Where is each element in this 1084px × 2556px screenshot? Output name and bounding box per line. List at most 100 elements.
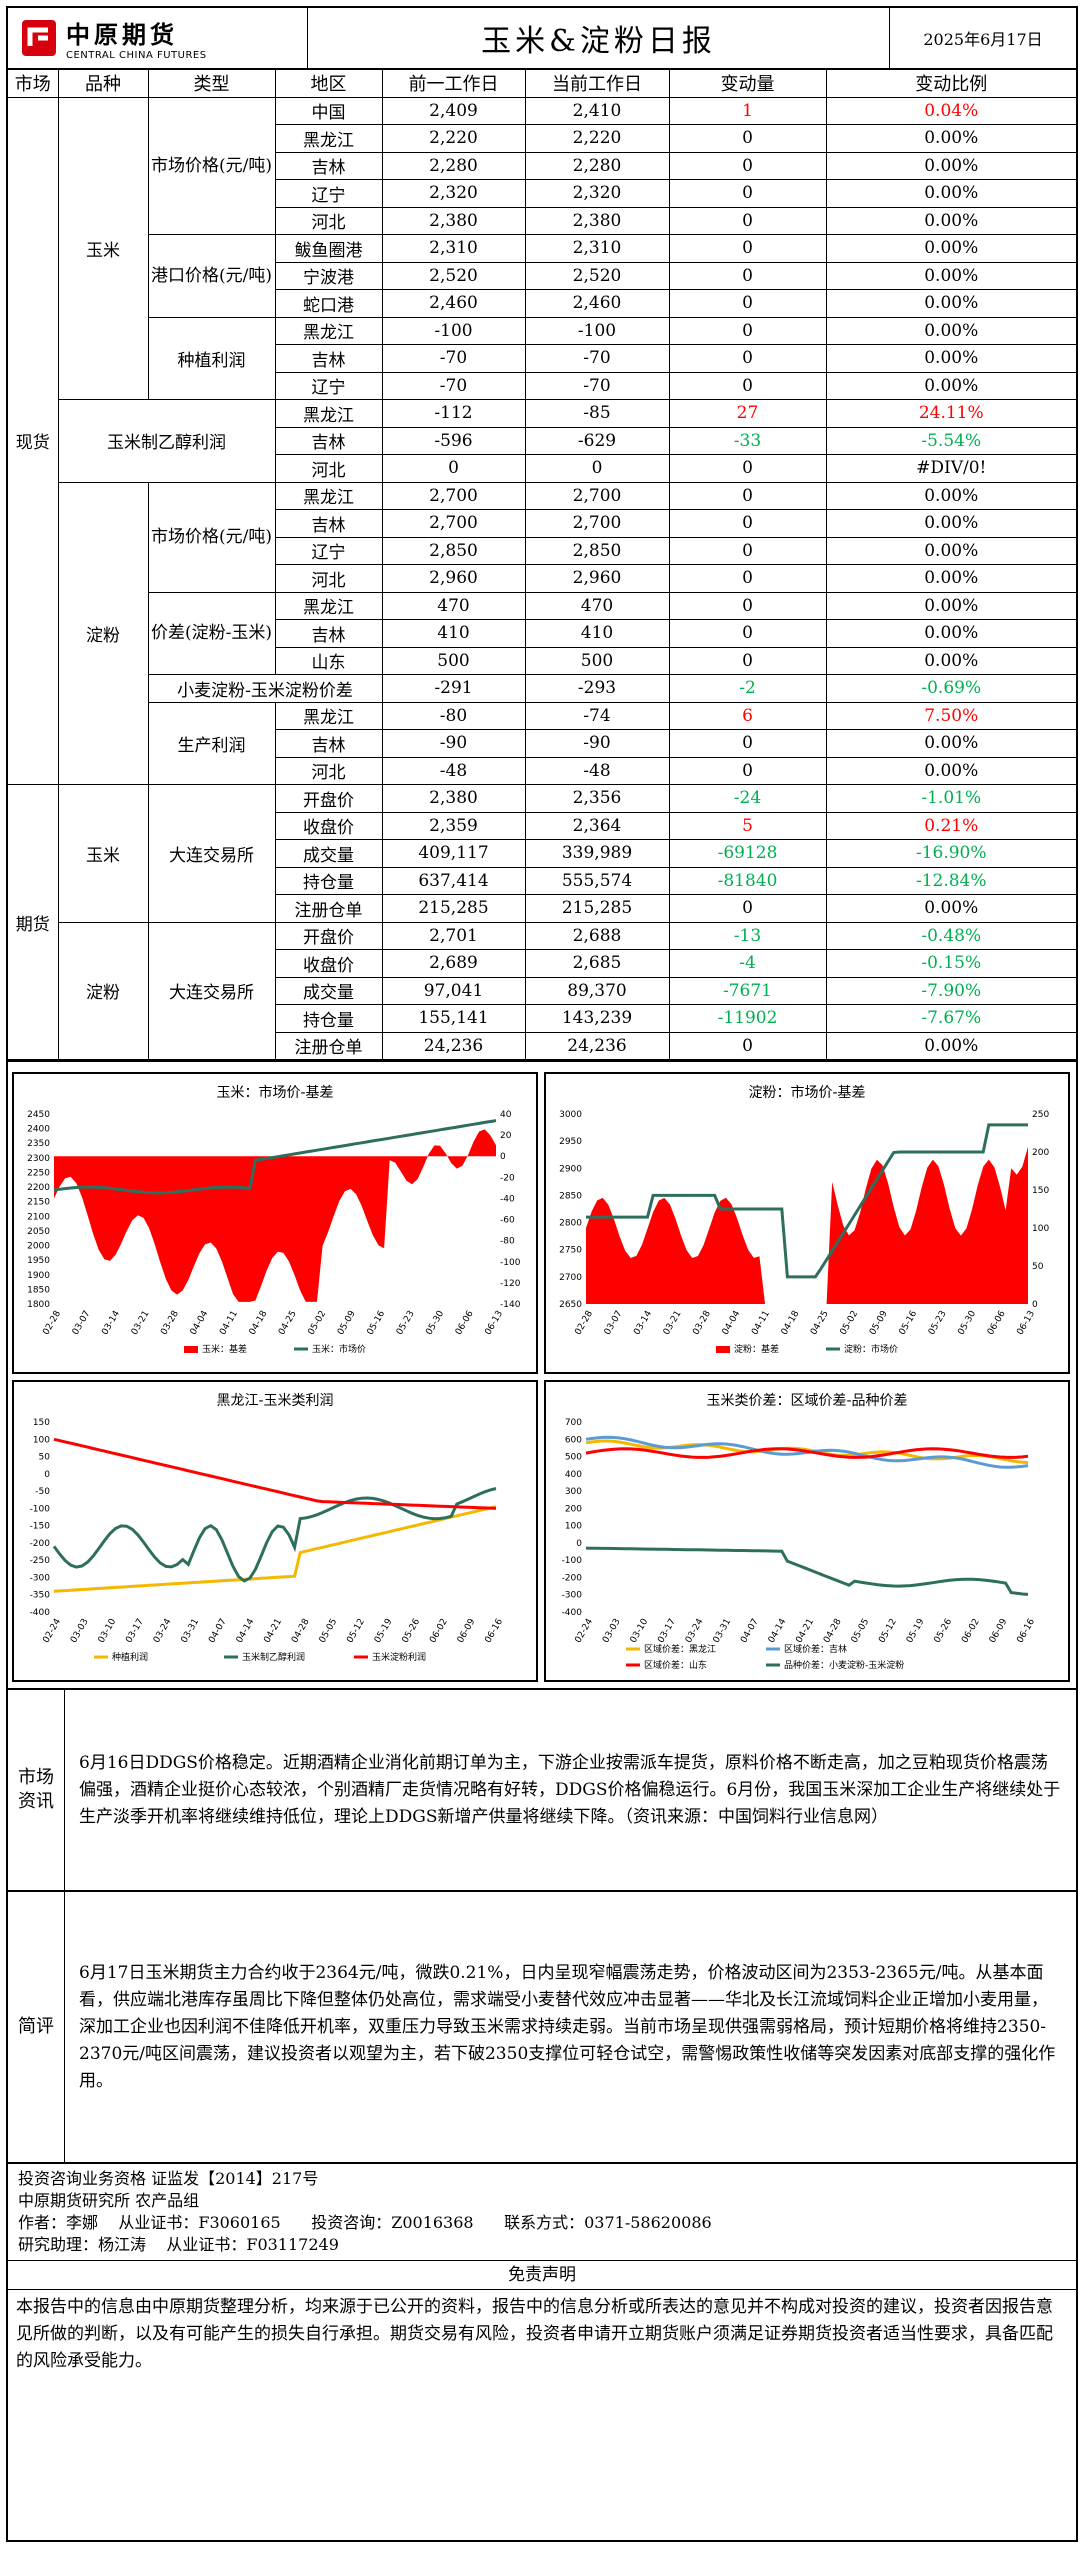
table-row: 河北 2,960 2,960 0 0.00% xyxy=(8,564,1076,593)
curr-value-cell: 2,220 xyxy=(524,124,670,153)
type-label: 市场价格(元/吨) xyxy=(147,96,276,235)
y-tick-label: 2250 xyxy=(27,1168,50,1178)
prev-value-cell: 24,236 xyxy=(381,1031,526,1060)
curr-value-cell: -74 xyxy=(524,701,670,730)
table-row: 生产利润 黑龙江 -80 -74 6 7.50% xyxy=(8,701,1076,785)
change-cell: 0 xyxy=(668,371,827,400)
prev-value-cell: 2,960 xyxy=(381,564,526,593)
x-tick-label: 03-24 xyxy=(152,1617,174,1645)
change-cell: 0 xyxy=(668,179,827,208)
y2-tick-label: 20 xyxy=(500,1131,512,1141)
curr-value-cell: 410 xyxy=(524,619,670,648)
prev-value-cell: 2,460 xyxy=(381,289,526,318)
x-tick-label: 06-06 xyxy=(454,1309,476,1337)
x-tick-label: 03-28 xyxy=(691,1309,713,1337)
change-cell: 0 xyxy=(668,536,827,565)
curr-value-cell: 500 xyxy=(524,646,670,675)
prev-value-cell: 2,320 xyxy=(381,179,526,208)
y-tick-label: 50 xyxy=(39,1453,51,1463)
curr-value-cell: 0 xyxy=(524,454,670,483)
type-label: 港口价格(元/吨) xyxy=(148,234,276,318)
curr-value-cell: 89,370 xyxy=(524,976,670,1005)
y-tick-label: -250 xyxy=(30,1556,51,1566)
x-tick-label: 05-23 xyxy=(927,1309,949,1337)
region-cell: 持仓量 xyxy=(275,1004,383,1033)
market-info-label: 市场资讯 xyxy=(8,1690,65,1890)
y-tick-label: -200 xyxy=(30,1539,51,1549)
x-tick-label: 05-05 xyxy=(318,1617,340,1645)
x-tick-label: 04-25 xyxy=(277,1309,299,1337)
change-cell: 0 xyxy=(668,454,827,483)
change-pct-cell: 0.00% xyxy=(825,619,1076,648)
y-tick-label: 2050 xyxy=(27,1227,50,1237)
x-tick-label: 02-28 xyxy=(41,1309,63,1337)
institute: 中原期货研究所 农产品组 xyxy=(18,2191,200,2210)
table-row: 价差(淀粉-玉米) 黑龙江 470 470 0 0.00% xyxy=(8,591,1076,675)
chart-title: 黑龙江-玉米类利润 xyxy=(216,1393,334,1409)
chart-title: 玉米类价差：区域价差-品种价差 xyxy=(706,1393,908,1409)
x-tick-label: 03-17 xyxy=(656,1617,678,1645)
change-pct-cell: 0.00% xyxy=(825,756,1076,785)
table-row: 港口价格(元/吨) 鲅鱼圈港 2,310 2,310 0 0.00% xyxy=(8,234,1076,318)
y2-tick-label: -20 xyxy=(500,1173,515,1183)
table-row: 现货 玉米 市场价格(元/吨) 中国 2,409 2,410 1 0.04% xyxy=(8,96,1076,785)
prev-value-cell: 2,700 xyxy=(381,509,526,538)
region-cell: 注册仓单 xyxy=(275,894,383,923)
region-cell: 河北 xyxy=(275,206,383,235)
y-tick-label: 1800 xyxy=(27,1300,50,1310)
x-tick-label: 03-03 xyxy=(601,1617,623,1645)
x-tick-label: 05-30 xyxy=(424,1309,446,1337)
prev-value-cell: 2,359 xyxy=(381,811,526,840)
change-pct-cell: -5.54% xyxy=(825,426,1076,455)
author-info: 投资咨询业务资格 证监发【2014】217号 中原期货研究所 农产品组 作者：李… xyxy=(8,2162,1076,2260)
curr-value-cell: 24,236 xyxy=(524,1031,670,1060)
y2-tick-label: -60 xyxy=(500,1216,515,1226)
prev-value-cell: 2,220 xyxy=(381,124,526,153)
x-tick-label: 05-02 xyxy=(307,1309,329,1337)
report-title: 玉米&淀粉日报 xyxy=(308,8,890,68)
curr-value-cell: -48 xyxy=(524,756,670,785)
change-cell: 0 xyxy=(668,151,827,180)
y2-tick-label: -120 xyxy=(500,1279,521,1289)
x-tick-label: 06-02 xyxy=(960,1617,982,1645)
curr-value-cell: 2,320 xyxy=(524,179,670,208)
change-cell: 1 xyxy=(668,96,827,125)
table-row: 吉林 410 410 0 0.00% xyxy=(8,619,1076,648)
change-cell: 0 xyxy=(668,894,827,923)
prev-value-cell: 410 xyxy=(381,619,526,648)
x-tick-label: 05-02 xyxy=(839,1309,861,1337)
prev-value-cell: 2,380 xyxy=(381,206,526,235)
curr-value-cell: 339,989 xyxy=(524,839,670,868)
x-tick-label: 06-13 xyxy=(1015,1309,1037,1337)
change-pct-cell: 0.04% xyxy=(825,96,1076,125)
market-info-text: 6月16日DDGS价格稳定。近期酒精企业消化前期订单为主，下游企业按需派车提货，… xyxy=(79,1752,1061,1827)
type-label: 种植利润 xyxy=(148,316,276,400)
disclaimer-text: 本报告中的信息由中原期货整理分析，均来源于已公开的资料，报告中的信息分析或所表达… xyxy=(16,2297,1053,2371)
change-cell: 0 xyxy=(668,316,827,345)
curr-value-cell: 2,280 xyxy=(524,151,670,180)
y-tick-label: -350 xyxy=(30,1591,51,1601)
column-header: 当前工作日 xyxy=(524,69,670,98)
logo-english: CENTRAL CHINA FUTURES xyxy=(66,50,207,61)
change-pct-cell: 0.00% xyxy=(825,509,1076,538)
change-pct-cell: -0.48% xyxy=(825,921,1076,950)
disclaimer-title: 免责声明 xyxy=(8,2260,1076,2290)
x-tick-label: 03-10 xyxy=(97,1617,119,1645)
x-tick-label: 03-07 xyxy=(71,1309,93,1337)
change-pct-cell: -7.90% xyxy=(825,976,1076,1005)
y-tick-label: 2700 xyxy=(559,1273,582,1283)
y-tick-label: 0 xyxy=(44,1470,50,1480)
x-tick-label: 03-17 xyxy=(124,1617,146,1645)
table-row: 淀粉 大连交易所 开盘价 2,701 2,688 -13 -0.48% xyxy=(8,921,1076,1060)
author-line: 作者：李娜 从业证书：F3060165 投资咨询：Z0016368 联系方式：0… xyxy=(18,2213,712,2232)
x-tick-label: 04-21 xyxy=(262,1617,284,1645)
prev-value-cell: 637,414 xyxy=(381,866,526,895)
curr-value-cell: 2,410 xyxy=(524,96,670,125)
table-row: 成交量 409,117 339,989 -69128 -16.90% xyxy=(8,839,1076,868)
y-tick-label: 400 xyxy=(565,1470,582,1480)
change-pct-cell: 0.00% xyxy=(825,729,1076,758)
region-cell: 蛇口港 xyxy=(275,289,383,318)
change-pct-cell: 0.00% xyxy=(825,289,1076,318)
change-cell: 0 xyxy=(668,729,827,758)
x-tick-label: 05-16 xyxy=(366,1309,388,1337)
